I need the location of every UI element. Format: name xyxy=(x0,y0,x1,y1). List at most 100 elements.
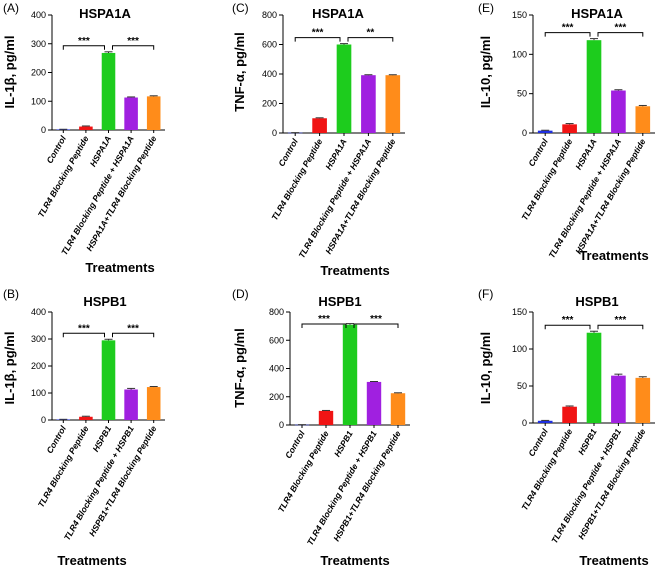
category-label: HSPA1A xyxy=(573,137,599,171)
significance-label: *** xyxy=(127,323,139,334)
panel-e: (E) HSPA1A IL-10, pg/ml Treatments 0 50 100 150… xyxy=(478,1,655,263)
panel-a: (A) HSPA1A IL-1β, pg/ml Treatments 0 100 200 30… xyxy=(2,1,165,275)
significance-label: *** xyxy=(318,314,330,325)
bar-5 xyxy=(146,96,161,130)
chart-title: HSPB1 xyxy=(318,294,361,309)
bar-4 xyxy=(124,97,138,130)
x-axis-label: Treatments xyxy=(57,553,126,568)
bar-3 xyxy=(342,324,358,425)
bar-5 xyxy=(146,387,161,420)
significance-bracket xyxy=(597,32,644,37)
significance-label: *** xyxy=(370,314,382,325)
category-label: Control xyxy=(526,426,550,458)
significance-label: ** xyxy=(367,28,375,39)
significance-label: *** xyxy=(127,36,139,47)
category-label: HSPA1A xyxy=(323,137,349,171)
category-label: HSPB1 xyxy=(576,427,599,457)
panel-letter: (B) xyxy=(3,287,19,301)
y-tick-label: 0 xyxy=(41,125,46,135)
significance-bracket xyxy=(544,32,591,37)
y-tick-label: 200 xyxy=(262,99,277,109)
x-axis-label: Treatments xyxy=(85,260,154,275)
panel-f: (F) HSPB1 IL-10, pg/ml Treatments 0 50 100 150 C… xyxy=(478,287,655,568)
bar-5 xyxy=(635,377,651,423)
significance-label: *** xyxy=(562,23,574,34)
y-axis-label: IL-1β, pg/ml xyxy=(2,332,17,405)
bar-4 xyxy=(361,75,376,133)
chart-title: HSPA1A xyxy=(312,6,364,21)
significance-label: *** xyxy=(562,315,574,326)
panel-letter: (C) xyxy=(232,1,249,15)
panel-d: (D) HSPB1 TNF-α, pg/ml Treatments 0 200 400 600… xyxy=(232,287,410,568)
bar-1 xyxy=(537,420,553,423)
y-axis-label: IL-10, pg/ml xyxy=(478,332,493,404)
y-tick-label: 300 xyxy=(31,334,46,344)
bar-4 xyxy=(611,90,626,133)
y-tick-label: 100 xyxy=(512,49,527,59)
y-tick-label: 150 xyxy=(512,307,527,317)
category-label: TLR4 Blocking Peptide xyxy=(519,137,574,222)
significance-bracket xyxy=(597,324,644,330)
y-tick-label: 300 xyxy=(31,39,46,49)
y-tick-label: 0 xyxy=(272,128,277,138)
bar-2 xyxy=(312,118,327,133)
panel-letter: (A) xyxy=(3,1,19,15)
category-label: TLR4 Blocking Peptide xyxy=(276,429,331,514)
bar-3 xyxy=(586,332,602,423)
category-label: HSPB1 xyxy=(332,429,355,459)
bar-1 xyxy=(537,130,553,133)
y-tick-label: 0 xyxy=(279,420,284,430)
significance-bracket xyxy=(301,323,347,328)
y-tick-label: 600 xyxy=(262,40,277,50)
significance-label: *** xyxy=(78,323,90,334)
category-label: Control xyxy=(526,136,550,168)
bar-5 xyxy=(390,393,406,425)
x-axis-label: Treatments xyxy=(320,263,389,278)
y-tick-label: 0 xyxy=(522,418,527,428)
x-axis-label: Treatments xyxy=(579,248,648,263)
significance-label: *** xyxy=(78,36,90,47)
bar-2 xyxy=(79,126,93,130)
significance-bracket xyxy=(347,37,394,42)
bar-2 xyxy=(562,124,577,133)
significance-bracket xyxy=(112,45,155,50)
y-tick-label: 600 xyxy=(269,335,284,345)
significance-bracket xyxy=(294,37,341,42)
y-tick-label: 200 xyxy=(269,392,284,402)
bar-5 xyxy=(635,106,651,133)
significance-bracket xyxy=(62,332,105,338)
chart-title: HSPA1A xyxy=(79,6,131,21)
chart-title: HSPA1A xyxy=(571,6,623,21)
significance-label: *** xyxy=(615,23,627,34)
y-tick-label: 200 xyxy=(31,68,46,78)
y-tick-label: 100 xyxy=(512,344,527,354)
category-label: Control xyxy=(283,428,307,460)
bar-4 xyxy=(124,389,138,420)
bar-4 xyxy=(366,381,382,425)
y-tick-label: 0 xyxy=(522,128,527,138)
category-label: TLR4 Blocking Peptide xyxy=(269,137,324,222)
y-axis-label: TNF-α, pg/ml xyxy=(232,32,247,111)
y-tick-label: 100 xyxy=(31,388,46,398)
significance-bracket xyxy=(62,45,105,50)
bar-3 xyxy=(336,44,352,133)
y-tick-label: 50 xyxy=(517,381,527,391)
panel-letter: (F) xyxy=(478,287,493,301)
y-axis-label: TNF-α, pg/ml xyxy=(232,328,247,407)
y-tick-label: 200 xyxy=(31,361,46,371)
x-axis-label: Treatments xyxy=(320,553,389,568)
bar-3 xyxy=(101,340,116,420)
x-axis-label: Treatments xyxy=(579,553,648,568)
panel-c: (C) HSPA1A TNF-α, pg/ml Treatments 0 200 400 60… xyxy=(232,1,405,278)
y-axis-label: IL-10, pg/ml xyxy=(478,36,493,108)
y-tick-label: 0 xyxy=(41,415,46,425)
significance-bracket xyxy=(544,324,591,330)
y-tick-label: 150 xyxy=(512,10,527,20)
y-tick-label: 800 xyxy=(269,307,284,317)
significance-bracket xyxy=(353,323,399,328)
chart-title: HSPB1 xyxy=(575,294,618,309)
y-tick-label: 400 xyxy=(31,10,46,20)
panel-letter: (D) xyxy=(232,287,249,301)
y-tick-label: 400 xyxy=(262,69,277,79)
